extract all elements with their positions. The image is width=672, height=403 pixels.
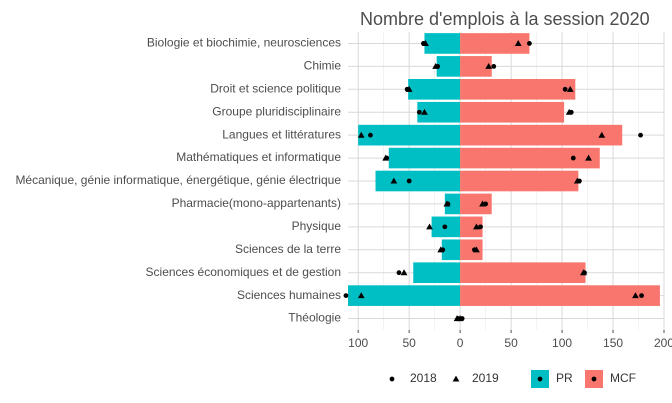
point-pr-2019 [400,269,408,276]
point-pr-2019 [357,292,365,299]
legend-key-pr-dot [537,376,543,382]
point-mcf-2019 [585,154,592,161]
point-pr-2018 [442,224,448,230]
bar-pr [388,147,461,169]
legend-label-2018: 2018 [410,371,437,385]
category-label: Langues et littératures [222,127,341,141]
bar-pr [436,56,461,77]
point-pr-2018 [396,270,402,276]
category-label: Sciences de la terre [235,242,341,256]
chart-title: Nombre d'emplois à la session 2020 [360,9,650,29]
bar-mcf [460,170,579,192]
x-tick-label: 200 [654,336,672,350]
bar-mcf [460,285,660,306]
point-pr-2019 [405,85,413,92]
x-tick-label: 50 [504,336,518,350]
bar-mcf [460,78,576,100]
point-mcf-2018 [491,63,497,69]
point-mcf-2019 [485,62,493,69]
point-pr-2019 [437,246,445,253]
bar-mcf [460,262,586,284]
category-labels: Biologie et biochimie, neurosciences Chim… [15,36,341,325]
bar-mcf [460,56,492,77]
point-mcf-2018 [478,224,483,230]
legend-key-mcf-dot [591,376,597,382]
legend: 2018 2019 PR MCF [389,370,636,388]
point-mcf-2018 [638,132,643,138]
category-label: Biologie et biochimie, neurosciences [147,36,341,50]
category-label: Sciences économiques et de gestion [146,265,341,279]
point-mcf-2018 [639,293,644,299]
point-mcf-2019 [632,292,639,299]
point-pr-2018 [343,293,349,299]
legend-label-pr: PR [556,371,573,385]
bar-pr [417,101,461,123]
point-pr-2019 [443,200,451,207]
x-tick-label: 100 [552,336,572,350]
bar-pr [441,239,461,261]
category-label: Groupe pluridisciplinaire [212,104,341,118]
bar-mcf [460,193,492,215]
category-label: Mécanique, génie informatique, énergétiq… [15,173,341,187]
point-mcf-2019 [514,40,522,47]
x-tick-label: 50 [402,336,416,350]
bar-pr [444,193,461,215]
bar-mcf [460,101,565,123]
point-mcf-2019 [479,200,486,207]
point-pr-2019 [390,177,398,184]
point-mcf-2019 [566,85,574,92]
legend-label-2019: 2019 [472,371,499,385]
x-tick-labels: 100 50 0 50 100 150 200 [348,330,672,350]
bar-mcf [460,124,623,146]
category-label: Chimie [304,59,342,73]
point-pr-2019 [382,154,390,161]
point-pr-2019 [422,40,429,47]
legend-key-2018 [389,376,395,382]
x-tick-label: 150 [603,336,623,350]
category-label: Pharmacie(mono-appartenants) [172,196,341,210]
bar-pr [424,33,461,54]
point-mcf-2019 [473,223,480,230]
point-pr-2018 [406,178,412,184]
point-pr-2019 [357,131,365,138]
point-mcf-2018 [527,41,532,46]
bar-mcf [460,147,600,169]
point-mcf-2019 [598,131,606,138]
point-mcf-2019 [565,108,573,115]
point-pr-2019 [426,223,433,230]
x-tick-label: 100 [348,336,368,350]
legend-label-mcf: MCF [610,371,636,385]
x-tick-label: 0 [457,336,464,350]
bars [348,33,660,306]
bar-pr [348,285,461,306]
category-label: Mathématiques et informatique [176,150,341,164]
bar-pr [408,78,461,100]
year-points [343,40,644,322]
point-mcf-2019 [473,246,480,253]
bar-mcf [460,239,483,261]
point-mcf-2018 [562,86,568,92]
bar-pr [413,262,461,284]
category-label: Droit et science politique [210,81,341,95]
bar-mcf [460,216,483,238]
point-mcf-2018 [570,155,576,161]
legend-key-2019 [452,375,460,382]
bar-pr [375,170,461,192]
point-pr-2018 [416,109,422,115]
bar-mcf [460,33,530,54]
point-mcf-2019 [580,269,587,276]
point-mcf-2019 [573,177,581,184]
bar-pr [358,124,461,146]
category-label: Physique [292,219,342,233]
point-mcf-2019 [456,315,464,322]
point-pr-2019 [421,108,428,115]
category-label: Sciences humaines [237,288,341,302]
point-pr-2019 [432,62,440,69]
category-label: Théologie [288,311,341,325]
point-pr-2018 [368,132,373,138]
